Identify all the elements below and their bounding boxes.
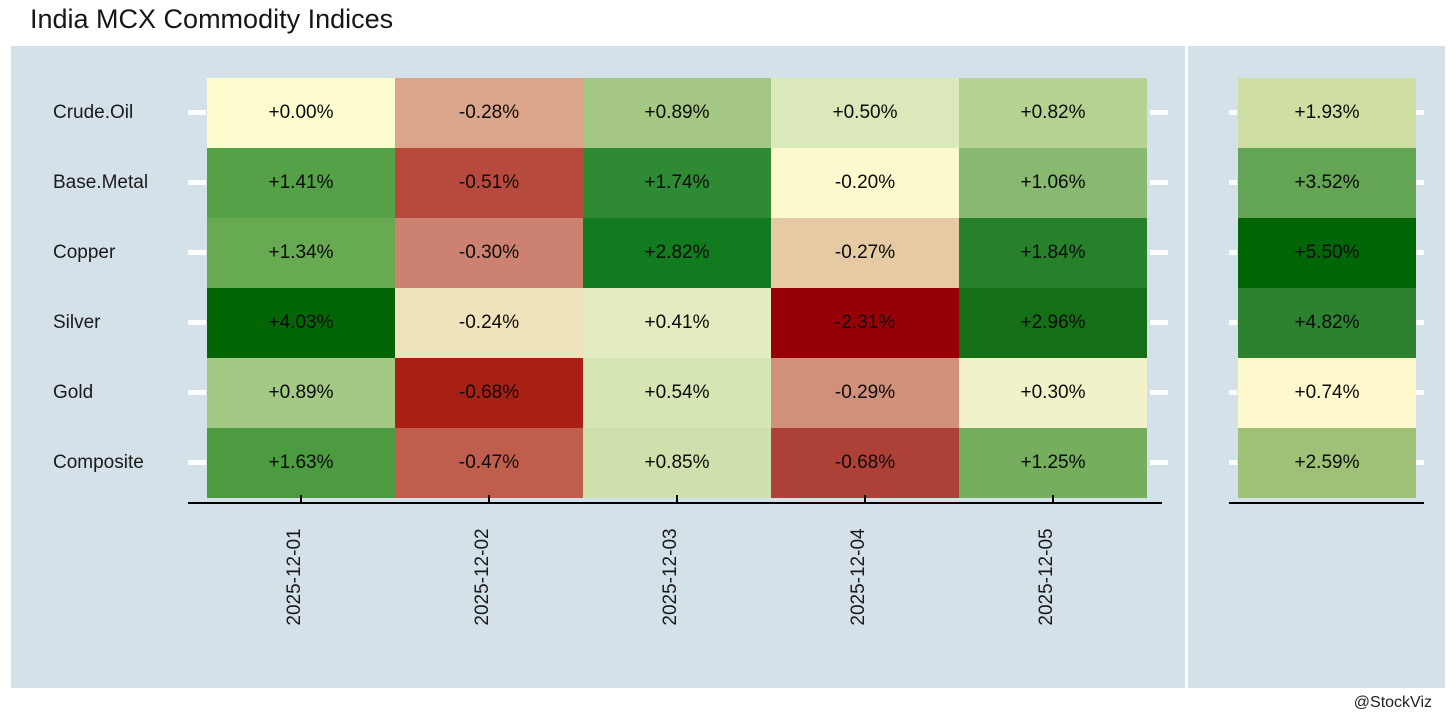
heatmap-cell: +0.54% — [583, 358, 771, 428]
heatmap-cell: -0.28% — [395, 78, 583, 148]
heatmap-cell: +0.82% — [959, 78, 1147, 148]
y-tick-dash — [188, 320, 206, 325]
heatmap-cell: -0.29% — [771, 358, 959, 428]
summary-cell: +0.74% — [1238, 358, 1416, 428]
heatmap-cell: +0.41% — [583, 288, 771, 358]
x-axis-main — [188, 502, 1162, 504]
heatmap-cell: +1.25% — [959, 428, 1147, 498]
heatmap-cell: -0.27% — [771, 218, 959, 288]
y-tick-dash — [1416, 180, 1424, 185]
heatmap-cell: +4.03% — [207, 288, 395, 358]
summary-cell: +3.52% — [1238, 148, 1416, 218]
heatmap-cell: -0.47% — [395, 428, 583, 498]
y-tick-dash — [188, 180, 206, 185]
x-tick-label: 2025-12-03 — [660, 528, 681, 626]
y-tick-dash — [1150, 460, 1168, 465]
x-tick-label: 2025-12-05 — [1036, 528, 1057, 626]
heatmap-cell: +1.34% — [207, 218, 395, 288]
y-tick-dash — [1229, 320, 1237, 325]
x-axis-summary — [1229, 502, 1424, 504]
heatmap-cell: +0.89% — [207, 358, 395, 428]
x-tick — [676, 495, 678, 504]
heatmap-cell: +0.85% — [583, 428, 771, 498]
heatmap-cell: -0.51% — [395, 148, 583, 218]
y-tick-dash — [1416, 110, 1424, 115]
heatmap-cell: -0.30% — [395, 218, 583, 288]
page-title: India MCX Commodity Indices — [30, 4, 394, 34]
row-label-copper: Copper — [53, 242, 116, 263]
y-tick-dash — [1416, 460, 1424, 465]
summary-cell: +1.93% — [1238, 78, 1416, 148]
y-tick-dash — [188, 250, 206, 255]
heatmap-cell: +2.96% — [959, 288, 1147, 358]
x-tick — [300, 495, 302, 504]
x-tick-label: 2025-12-01 — [284, 528, 305, 626]
heatmap-cell: +0.00% — [207, 78, 395, 148]
x-tick — [488, 495, 490, 504]
heatmap-cell: +1.06% — [959, 148, 1147, 218]
y-tick-dash — [1229, 250, 1237, 255]
y-tick-dash — [1416, 390, 1424, 395]
y-tick-dash — [1229, 180, 1237, 185]
heatmap-cell: -0.20% — [771, 148, 959, 218]
summary-cell: +4.82% — [1238, 288, 1416, 358]
heatmap-cell: +1.84% — [959, 218, 1147, 288]
heatmap-cell: +0.50% — [771, 78, 959, 148]
heatmap-cell: +0.30% — [959, 358, 1147, 428]
y-tick-dash — [1150, 110, 1168, 115]
x-tick — [864, 495, 866, 504]
y-tick-dash — [1229, 390, 1237, 395]
row-label-crude-oil: Crude.Oil — [53, 102, 134, 123]
y-tick-dash — [188, 390, 206, 395]
heatmap-cell: +1.63% — [207, 428, 395, 498]
y-tick-dash — [1150, 390, 1168, 395]
summary-cell: +2.59% — [1238, 428, 1416, 498]
y-tick-dash — [1150, 320, 1168, 325]
y-tick-dash — [1150, 250, 1168, 255]
y-tick-dash — [1229, 460, 1237, 465]
heatmap-cell: -0.68% — [771, 428, 959, 498]
y-tick-dash — [1229, 110, 1237, 115]
heatmap-cell: +0.89% — [583, 78, 771, 148]
row-label-gold: Gold — [53, 382, 94, 403]
x-tick — [1052, 495, 1054, 504]
row-label-silver: Silver — [53, 312, 101, 333]
row-label-composite: Composite — [53, 452, 144, 473]
row-label-base-metal: Base.Metal — [53, 172, 149, 193]
heatmap-cell: -0.24% — [395, 288, 583, 358]
heatmap-cell: +1.41% — [207, 148, 395, 218]
y-tick-dash — [1150, 180, 1168, 185]
y-tick-dash — [1416, 320, 1424, 325]
heatmap-cell: +2.82% — [583, 218, 771, 288]
y-tick-dash — [1416, 250, 1424, 255]
stockviz-credit: @StockViz — [1353, 694, 1432, 711]
heatmap-cell: -2.31% — [771, 288, 959, 358]
x-tick-label: 2025-12-04 — [848, 528, 869, 626]
y-tick-dash — [188, 460, 206, 465]
heatmap-cell: +1.74% — [583, 148, 771, 218]
heatmap-cell: -0.68% — [395, 358, 583, 428]
x-tick-label: 2025-12-02 — [472, 528, 493, 626]
y-tick-dash — [188, 110, 206, 115]
summary-cell: +5.50% — [1238, 218, 1416, 288]
